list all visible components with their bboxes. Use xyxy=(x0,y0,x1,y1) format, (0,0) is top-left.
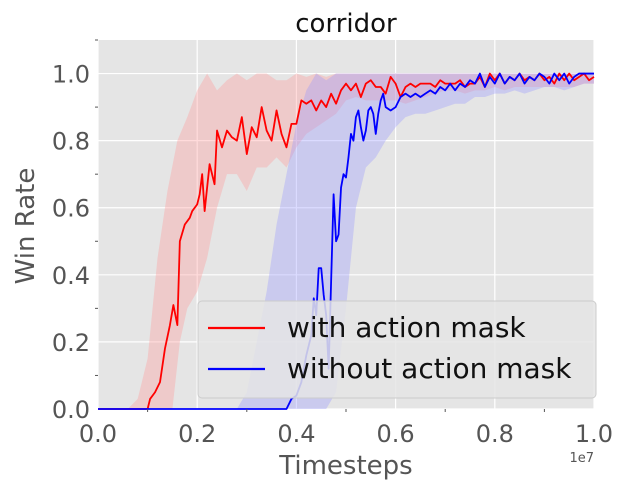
chart-title: corridor xyxy=(295,9,397,39)
x-tick-label: 0.6 xyxy=(377,420,415,448)
legend-box xyxy=(197,300,597,399)
grid-lines xyxy=(97,40,595,410)
y-tick-label: 0.6 xyxy=(52,195,90,223)
x-axis-ticks: 0.0 0.2 0.4 0.6 0.8 1.0 xyxy=(79,409,613,448)
x-tick-label: 0.8 xyxy=(476,420,514,448)
band-with xyxy=(98,73,594,409)
y-tick-label: 0.0 xyxy=(52,396,90,424)
x-tick-label: 0.4 xyxy=(277,420,315,448)
legend-label-without: without action mask xyxy=(287,352,572,385)
y-tick-label: 0.2 xyxy=(52,329,90,357)
y-tick-label: 0.8 xyxy=(52,128,90,156)
confidence-bands xyxy=(98,73,594,409)
x-tick-label: 1.0 xyxy=(575,420,613,448)
y-axis-label: Win Rate xyxy=(11,168,41,285)
series-lines xyxy=(98,72,595,410)
y-tick-label: 1.0 xyxy=(52,61,90,89)
y-tick-label: 0.4 xyxy=(52,262,90,290)
legend-label-with: with action mask xyxy=(287,311,526,344)
band-without xyxy=(98,73,594,409)
x-tick-label: 0.0 xyxy=(79,420,117,448)
series-line-without xyxy=(98,72,594,410)
x-tick-label: 0.2 xyxy=(178,420,216,448)
y-axis-ticks: 0.0 0.2 0.4 0.6 0.8 1.0 xyxy=(52,39,98,424)
legend: with action mask without action mask xyxy=(197,300,597,399)
x-axis-label: Timesteps xyxy=(278,451,412,481)
x-axis-offset: 1e7 xyxy=(569,451,594,466)
